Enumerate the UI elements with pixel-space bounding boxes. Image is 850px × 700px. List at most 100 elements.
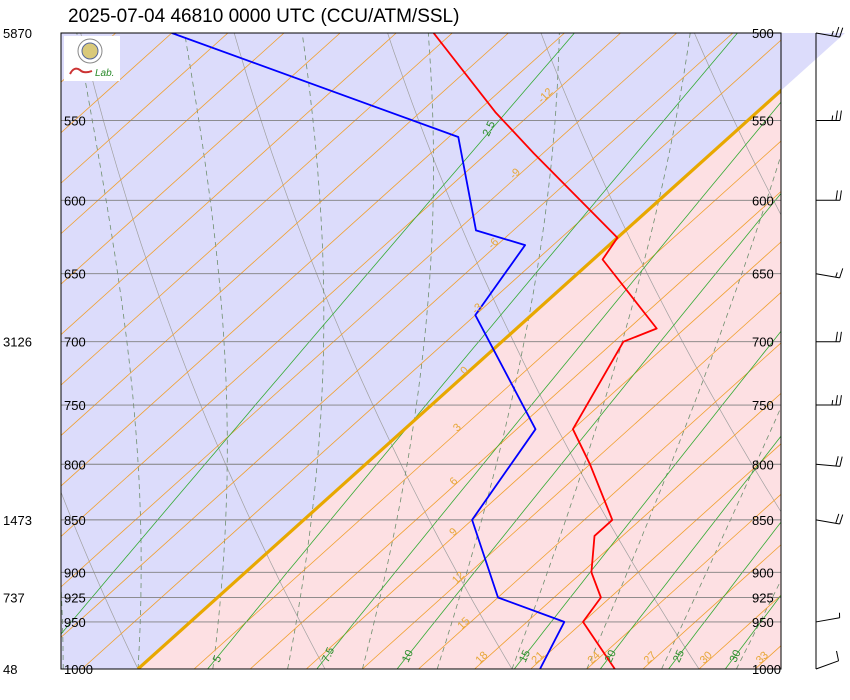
pressure-label-left: 750 <box>64 398 86 413</box>
mixing-ratio-label: 7.5 <box>320 645 337 664</box>
barb-flag <box>835 395 838 406</box>
isotherm <box>811 33 850 669</box>
isotherm <box>642 544 781 669</box>
isotherm <box>61 33 565 487</box>
isotherm <box>61 33 734 638</box>
pressure-label-left: 650 <box>64 267 86 282</box>
pressure-label-right: 750 <box>752 398 774 413</box>
dry-adiabat <box>694 33 781 216</box>
pressure-label-right: 900 <box>752 565 774 580</box>
barb-flag <box>835 26 840 37</box>
moist-adiabat <box>287 33 325 669</box>
isotherm <box>81 39 781 669</box>
height-label: 48 <box>3 662 17 677</box>
pressure-label-right: 600 <box>752 193 774 208</box>
barb-flag <box>839 268 844 279</box>
isotherm <box>530 443 781 669</box>
wind-barb <box>815 268 844 279</box>
isotherm <box>61 33 677 588</box>
pressure-label-left: 925 <box>64 590 86 605</box>
isotherm <box>61 33 621 537</box>
mixing-ratio-label: 15 <box>517 648 533 664</box>
pressure-label-right: 925 <box>752 590 774 605</box>
isotherm <box>61 33 229 184</box>
temperature-profile <box>432 33 658 669</box>
moist-adiabat <box>811 33 850 669</box>
grid-lines <box>0 33 850 669</box>
pressure-label-left: 850 <box>64 513 86 528</box>
mixing-ratio-label: 10 <box>400 648 416 664</box>
pressure-label-right: 650 <box>752 267 774 282</box>
wind-barb <box>815 513 844 525</box>
isotherm <box>362 291 781 669</box>
isotherm <box>586 493 781 669</box>
profiles <box>171 33 658 669</box>
barb-flag <box>839 395 842 406</box>
chart-title: 2025-07-04 46810 0000 UTC (CCU/ATM/SSL) <box>68 6 460 27</box>
plot-frame <box>60 32 782 670</box>
isotherm <box>61 33 285 235</box>
mixing-ratio-label: 30 <box>728 648 744 664</box>
pressure-label-left: 600 <box>64 193 86 208</box>
wind-barb <box>815 612 841 623</box>
barb-half-flag <box>831 30 834 36</box>
pressure-label-right: 700 <box>752 335 774 350</box>
barb-flag <box>839 110 842 121</box>
height-label: 1473 <box>3 513 32 528</box>
isotherm <box>193 140 781 669</box>
logo-seal-inner <box>81 42 99 60</box>
isotherm <box>61 33 453 386</box>
barb-staff <box>815 617 840 623</box>
freezing-line <box>136 88 781 669</box>
barb-flag <box>839 456 843 467</box>
isotherm <box>0 33 60 669</box>
pressure-label-right: 550 <box>752 113 774 128</box>
wind-barb <box>816 190 842 201</box>
pressure-label-left: 900 <box>64 565 86 580</box>
isotherm <box>306 241 781 669</box>
pressure-label-left: 800 <box>64 457 86 472</box>
mixing-ratio-label: 2.5 <box>481 119 498 138</box>
isotherm <box>61 33 341 285</box>
height-label: 3126 <box>3 335 32 350</box>
barb-half-flag <box>831 115 834 121</box>
pressure-label-left: 700 <box>64 335 86 350</box>
wind-barb <box>816 395 842 406</box>
pressure-label-left: 550 <box>64 113 86 128</box>
wind-barb <box>815 650 840 670</box>
barb-flag <box>835 190 838 201</box>
station-logo: Lab. <box>64 36 120 81</box>
wind-barbs <box>815 26 844 670</box>
logo-swoosh <box>69 67 93 75</box>
barb-half-flag <box>831 400 834 406</box>
plot-border <box>60 32 782 670</box>
wind-barb <box>815 456 843 467</box>
barb-staff <box>815 660 839 670</box>
mixing-ratio-label: 25 <box>671 648 687 664</box>
barb-flag <box>835 110 838 121</box>
pressure-label-right: 800 <box>752 457 774 472</box>
barb-half-flag <box>835 272 838 278</box>
height-label: 5870 <box>3 26 32 41</box>
moist-adiabat <box>61 579 64 669</box>
barb-flag <box>835 456 839 467</box>
isotherm <box>249 190 781 669</box>
wind-barb <box>816 331 842 343</box>
barb-flag <box>839 514 844 525</box>
mixing-ratio-line <box>599 435 781 669</box>
barb-flag <box>839 190 842 201</box>
pressure-label-right: 850 <box>752 513 774 528</box>
mixing-ratio-line <box>668 521 781 669</box>
height-label: 737 <box>3 590 25 605</box>
pressure-label-right: 950 <box>752 615 774 630</box>
mixing-ratio-label: 5 <box>211 654 224 665</box>
pressure-label-left: 950 <box>64 615 86 630</box>
isotherm <box>61 33 509 437</box>
dry-adiabat <box>61 491 139 669</box>
dewpoint-profile <box>171 33 566 669</box>
logo-text: Lab. <box>95 68 114 79</box>
cold-region <box>61 33 846 669</box>
wind-barb <box>816 110 842 121</box>
barb-flag <box>835 513 840 524</box>
